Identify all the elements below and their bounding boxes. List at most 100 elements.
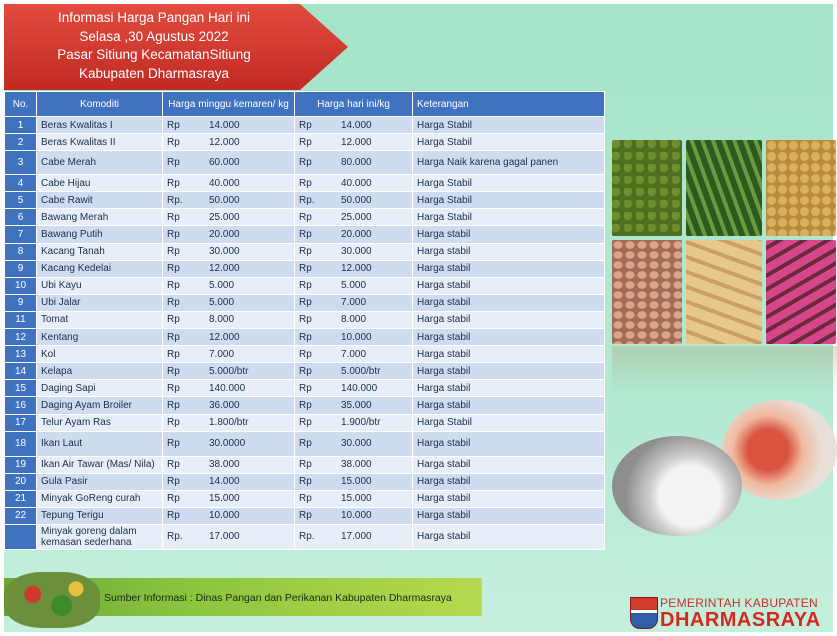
price-note: Harga stabil (412, 379, 605, 398)
price-note: Harga stabil (412, 225, 605, 244)
currency-label: Rp (167, 459, 180, 471)
table-row: 20 Gula Pasir Rp 14.000 Rp 15.000 Harga stabil (4, 472, 605, 491)
price-note: Harga stabil (412, 523, 605, 550)
today-price: Rp 5.000/btr (294, 362, 413, 381)
price-value: 12.000 (341, 263, 372, 275)
currency-label: Rp (299, 229, 312, 241)
price-value: 8.000 (341, 314, 367, 326)
row-number (4, 523, 37, 550)
row-number: 21 (4, 489, 37, 508)
price-value: 40.000 (341, 177, 372, 189)
price-value: 30.000 (341, 246, 372, 258)
commodity-name: Cabe Rawit (36, 191, 163, 210)
last-week-price: Rp 1.800/btr (162, 413, 295, 432)
row-number: 10 (4, 276, 37, 295)
price-value: 38.000 (209, 459, 240, 471)
today-price: Rp 7.000 (294, 293, 413, 312)
last-week-price: Rp 38.000 (162, 455, 295, 474)
price-value: 30.0000 (209, 438, 246, 450)
commodity-name: Telur Ayam Ras (36, 413, 163, 432)
price-note: Harga stabil (412, 506, 605, 525)
header-no: No. (4, 91, 37, 117)
table-row: 1 Beras Kwalitas I Rp 14.000 Rp 14.000 Harga S… (4, 115, 605, 135)
price-value: 50.000 (341, 194, 372, 206)
price-note: Harga stabil (412, 396, 605, 415)
price-value: 15.000 (341, 493, 372, 505)
table-body: 1 Beras Kwalitas I Rp 14.000 Rp 14.000 Harga S… (4, 115, 605, 550)
table-row: 3 Cabe Merah Rp 60.000 Rp 80.000 Harga Naik ka… (4, 150, 605, 176)
price-value: 140.000 (209, 382, 246, 394)
currency-label: Rp. (167, 194, 183, 206)
government-label: PEMERINTAH KABUPATEN (660, 596, 819, 610)
table-row: 12 Kentang Rp 12.000 Rp 10.000 Harga stabil (4, 328, 605, 347)
price-value: 10.000 (209, 510, 240, 522)
price-value: 12.000 (341, 136, 372, 148)
currency-label: Rp (299, 348, 312, 360)
price-value: 25.000 (341, 211, 372, 223)
commodity-name: Bawang Merah (36, 208, 163, 227)
row-number: 20 (4, 472, 37, 491)
commodity-name: Tepung Terigu (36, 506, 163, 525)
currency-label: Rp (167, 365, 180, 377)
currency-label: Rp (167, 229, 180, 241)
row-number: 16 (4, 396, 37, 415)
price-note: Harga Stabil (412, 208, 605, 227)
price-value: 60.000 (209, 157, 240, 169)
currency-label: Rp (299, 417, 312, 429)
price-value: 17.000 (341, 531, 372, 543)
table-row: 4 Cabe Hijau Rp 40.000 Rp 40.000 Harga Stabil (4, 174, 605, 193)
price-note: Harga stabil (412, 345, 605, 364)
banner-date: Selasa ,30 Agustus 2022 (79, 28, 229, 44)
commodity-name: Kacang Kedelai (36, 259, 163, 278)
last-week-price: Rp 60.000 (162, 150, 295, 176)
price-value: 20.000 (341, 229, 372, 241)
soybeans-photo (766, 140, 836, 236)
currency-label: Rp (299, 399, 312, 411)
price-value: 1.900/btr (341, 417, 381, 429)
currency-label: Rp (167, 417, 180, 429)
commodity-name: Daging Sapi (36, 379, 163, 398)
photo-reflection (612, 346, 837, 396)
price-note: Harga stabil (412, 242, 605, 261)
commodity-name: Beras Kwalitas II (36, 133, 163, 152)
currency-label: Rp (299, 119, 312, 131)
currency-label: Rp (299, 280, 312, 292)
last-week-price: Rp 14.000 (162, 115, 295, 135)
today-price: Rp 1.900/btr (294, 413, 413, 432)
table-row: 14 Kelapa Rp 5.000/btr Rp 5.000/btr Harga stab… (4, 362, 605, 381)
price-value: 8.000 (209, 314, 235, 326)
price-value: 36.000 (209, 399, 240, 411)
regency-name: DHARMASRAYA (660, 609, 821, 631)
commodity-name: Bawang Putih (36, 225, 163, 244)
price-value: 5.000/btr (341, 365, 381, 377)
table-row: 8 Kacang Tanah Rp 30.000 Rp 30.000 Harga stabi… (4, 242, 605, 261)
currency-label: Rp (167, 438, 180, 450)
row-number: 2 (4, 133, 37, 152)
today-price: Rp 25.000 (294, 208, 413, 227)
price-value: 15.000 (209, 493, 240, 505)
price-value: 25.000 (209, 211, 240, 223)
currency-label: Rp (299, 314, 312, 326)
currency-label: Rp (299, 297, 312, 309)
price-note: Harga Stabil (412, 191, 605, 210)
last-week-price: Rp 14.000 (162, 472, 295, 491)
header-kemaren: Harga minggu kemaren/ kg (162, 91, 295, 117)
price-note: Harga stabil (412, 293, 605, 312)
currency-label: Rp (299, 476, 312, 488)
currency-label: Rp (299, 493, 312, 505)
price-value: 10.000 (341, 510, 372, 522)
currency-label: Rp (167, 476, 180, 488)
commodity-name: Kacang Tanah (36, 242, 163, 261)
commodity-name: Cabe Hijau (36, 174, 163, 193)
price-note: Harga Stabil (412, 174, 605, 193)
last-week-price: Rp 5.000/btr (162, 362, 295, 381)
today-price: Rp 10.000 (294, 506, 413, 525)
commodity-name: Kentang (36, 328, 163, 347)
today-price: Rp 14.000 (294, 115, 413, 135)
row-number: 13 (4, 345, 37, 364)
table-row: 13 Kol Rp 7.000 Rp 7.000 Harga stabil (4, 345, 605, 364)
price-value: 17.000 (209, 531, 240, 543)
table-header-row: No. Komoditi Harga minggu kemaren/ kg Ha… (4, 91, 605, 117)
table-row: 2 Beras Kwalitas II Rp 12.000 Rp 12.000 Harga … (4, 133, 605, 152)
table-row: 7 Bawang Putih Rp 20.000 Rp 20.000 Harga stabi… (4, 225, 605, 244)
